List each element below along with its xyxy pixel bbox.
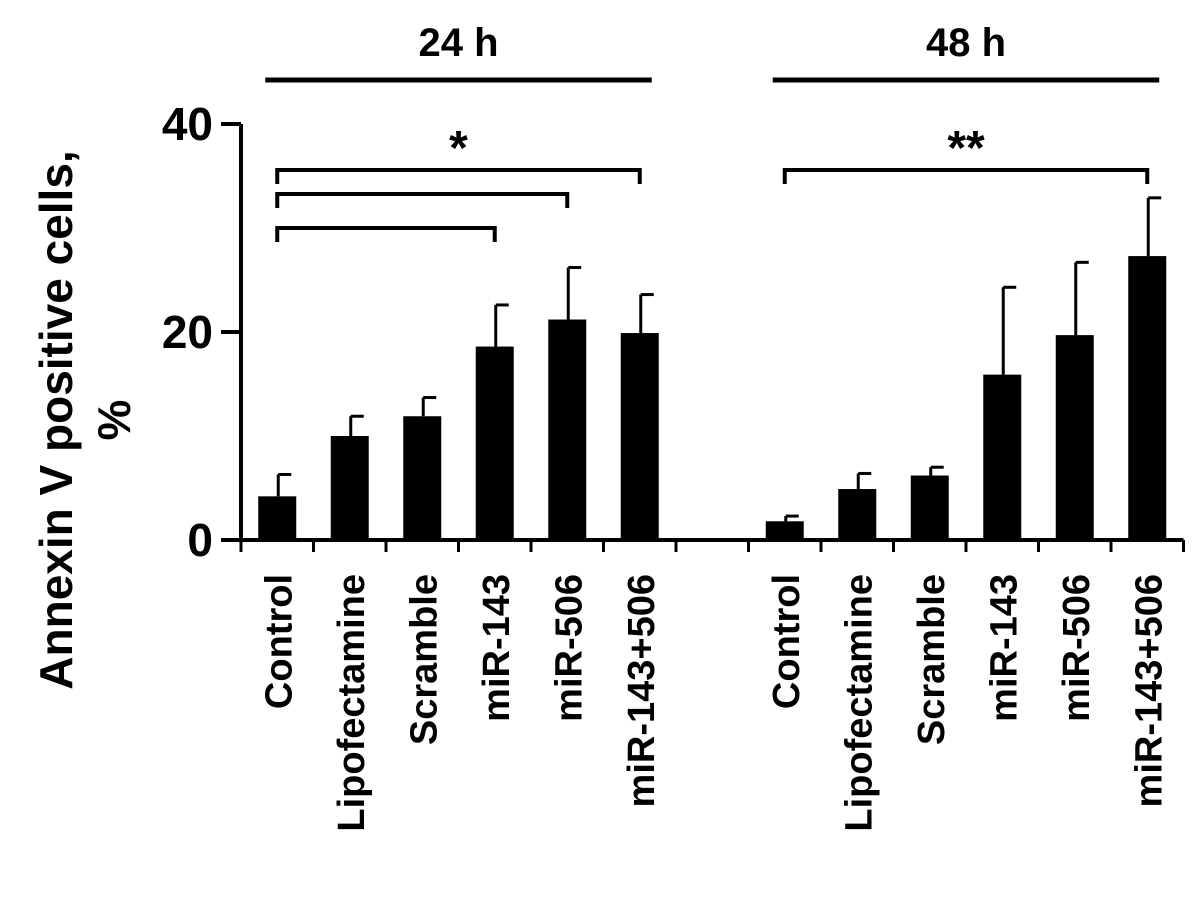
significance-bracket bbox=[275, 192, 570, 208]
bar bbox=[330, 436, 369, 540]
group-headers: 24 h 48 h bbox=[265, 21, 1160, 83]
bar bbox=[548, 319, 587, 540]
error-bars bbox=[276, 196, 1162, 522]
bars bbox=[258, 256, 1167, 540]
category-label: Control bbox=[258, 574, 300, 709]
category-label: Scramble bbox=[403, 574, 445, 745]
bar bbox=[258, 496, 297, 540]
bar bbox=[403, 416, 442, 540]
bar bbox=[910, 475, 949, 540]
group-header-label: 24 h bbox=[418, 21, 498, 65]
significance-bracket bbox=[275, 168, 642, 184]
y-tick-label: 20 bbox=[162, 306, 213, 358]
significance-brackets: * ** bbox=[275, 122, 1150, 242]
bar bbox=[838, 489, 877, 540]
bar bbox=[620, 333, 659, 540]
bar bbox=[475, 346, 514, 540]
y-tick-label: 40 bbox=[162, 98, 213, 150]
category-label: Lipofectamine bbox=[331, 574, 373, 832]
significance-bracket bbox=[275, 226, 497, 242]
y-axis-title: Annexin V positive cells, % bbox=[30, 150, 140, 689]
category-label: miR-143+506 bbox=[1128, 574, 1170, 807]
bar bbox=[983, 374, 1022, 540]
category-label: miR-143 bbox=[983, 574, 1025, 722]
significance-label: ** bbox=[947, 122, 985, 175]
category-label: miR-506 bbox=[1056, 574, 1098, 722]
category-label: miR-143 bbox=[476, 574, 518, 722]
y-axis-title-line-1: Annexin V positive cells, bbox=[30, 150, 82, 689]
y-tick-label: 0 bbox=[187, 514, 213, 566]
bar bbox=[1055, 335, 1094, 540]
category-label: miR-506 bbox=[548, 574, 590, 722]
category-label: Control bbox=[766, 574, 808, 709]
y-axis-title-line-2: % bbox=[88, 400, 140, 441]
bar bbox=[765, 521, 804, 540]
group-header-label: 48 h bbox=[926, 21, 1006, 65]
significance-bracket bbox=[782, 168, 1150, 184]
category-labels: Control Lipofectamine Scramble miR-143 miR-5… bbox=[258, 574, 1170, 832]
category-label: Lipofectamine bbox=[838, 574, 880, 832]
category-label: Scramble bbox=[911, 574, 953, 745]
significance-label: * bbox=[449, 122, 468, 175]
axes: 0 20 40 bbox=[162, 98, 1185, 566]
bar bbox=[1128, 256, 1167, 540]
category-label: miR-143+506 bbox=[621, 574, 663, 807]
